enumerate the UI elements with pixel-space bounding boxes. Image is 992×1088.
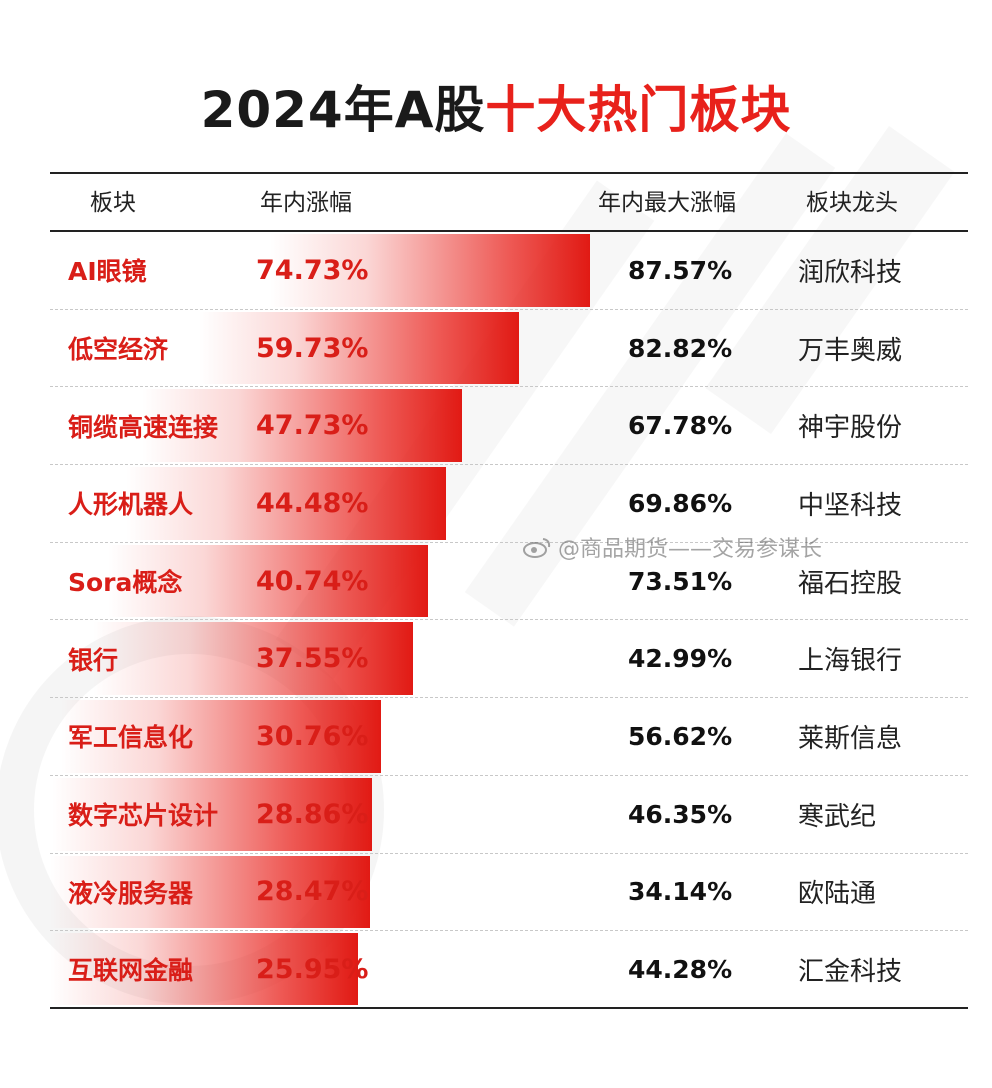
leader-stock: 上海银行 <box>798 646 903 677</box>
leader-stock: 神宇股份 <box>798 413 903 444</box>
ytd-gain-value: 74.73% <box>256 254 369 286</box>
ytd-gain-bar <box>50 855 370 929</box>
sector-name: 银行 <box>68 645 119 675</box>
ytd-gain-value: 28.47% <box>256 876 369 908</box>
max-gain-value: 67.78% <box>628 411 733 441</box>
header-leader: 板块龙头 <box>806 190 898 216</box>
table-row: AI眼镜 74.73% 87.57% 润欣科技 <box>50 232 968 310</box>
sector-name: 低空经济 <box>68 335 169 365</box>
ytd-gain-bar <box>270 234 590 307</box>
max-gain-value: 73.51% <box>628 566 733 596</box>
leader-stock: 欧陆通 <box>798 879 877 910</box>
weibo-icon <box>523 538 551 558</box>
ytd-gain-bar <box>93 622 414 696</box>
max-gain-value: 46.35% <box>628 799 733 829</box>
title-prefix: 2024年A股 <box>200 81 486 139</box>
max-gain-value: 87.57% <box>628 255 733 285</box>
weibo-watermark: @商品期货——交易参谋长 <box>522 531 822 563</box>
ytd-gain-value: 44.48% <box>256 487 369 519</box>
sector-name: 铜缆高速连接 <box>68 412 219 442</box>
ytd-gain-value: 40.74% <box>256 565 369 597</box>
sector-name: 军工信息化 <box>68 723 194 753</box>
ytd-gain-value: 30.76% <box>256 720 369 752</box>
ytd-gain-bar <box>51 777 372 851</box>
leader-stock: 万丰奥威 <box>798 335 903 366</box>
sector-table: 板块 年内涨幅 年内最大涨幅 板块龙头 AI眼镜 74.73% 87.57% 润欣科技… <box>50 172 968 1009</box>
sector-name: 数字芯片设计 <box>68 801 219 831</box>
ytd-gain-bar <box>126 467 447 540</box>
max-gain-value: 44.28% <box>628 954 733 984</box>
ytd-gain-bar <box>60 700 381 773</box>
page-title: 2024年A股十大热门板块 <box>0 70 992 142</box>
leader-stock: 中坚科技 <box>798 490 903 521</box>
ytd-gain-value: 59.73% <box>256 332 369 364</box>
table-row: 银行 37.55% 42.99% 上海银行 <box>50 620 968 699</box>
max-gain-value: 34.14% <box>628 877 733 907</box>
table-header: 板块 年内涨幅 年内最大涨幅 板块龙头 <box>50 172 968 232</box>
table-row: 数字芯片设计 28.86% 46.35% 寒武纪 <box>50 776 968 854</box>
leader-stock: 汇金科技 <box>798 956 903 987</box>
table-row: 人形机器人 44.48% 69.86% 中坚科技 <box>50 465 968 543</box>
ytd-gain-bar <box>50 933 358 1005</box>
ytd-gain-value: 37.55% <box>256 643 369 675</box>
watermark-text: @商品期货——交易参谋长 <box>558 537 823 562</box>
max-gain-value: 69.86% <box>628 488 733 518</box>
leader-stock: 寒武纪 <box>798 801 877 832</box>
table-row: 军工信息化 30.76% 56.62% 莱斯信息 <box>50 698 968 776</box>
header-sector: 板块 <box>90 190 136 216</box>
header-ytd-gain: 年内涨幅 <box>260 190 352 216</box>
header-max-gain: 年内最大涨幅 <box>598 190 736 216</box>
ytd-gain-value: 28.86% <box>256 798 369 830</box>
sector-name: 人形机器人 <box>68 490 194 520</box>
sector-name: AI眼镜 <box>68 257 147 287</box>
max-gain-value: 42.99% <box>628 644 733 674</box>
sector-name: Sora概念 <box>68 568 183 598</box>
sector-name: 互联网金融 <box>68 956 194 986</box>
sector-name: 液冷服务器 <box>68 878 194 908</box>
max-gain-value: 82.82% <box>628 333 733 363</box>
leader-stock: 莱斯信息 <box>798 723 903 754</box>
table-row: 铜缆高速连接 47.73% 67.78% 神宇股份 <box>50 387 968 466</box>
ytd-gain-value: 47.73% <box>256 410 369 442</box>
table-row: Sora概念 40.74% 73.51% 福石控股 <box>50 543 968 621</box>
ytd-gain-bar <box>108 544 429 618</box>
ytd-gain-bar <box>198 311 519 385</box>
title-highlight: 十大热门板块 <box>485 81 792 139</box>
table-body: AI眼镜 74.73% 87.57% 润欣科技低空经济 59.73% 82.82% 万丰奥威… <box>50 232 968 1009</box>
leader-stock: 润欣科技 <box>798 257 903 288</box>
ytd-gain-bar <box>141 389 462 463</box>
table-row: 互联网金融 25.95% 44.28% 汇金科技 <box>50 931 968 1009</box>
ytd-gain-value: 25.95% <box>256 953 369 985</box>
max-gain-value: 56.62% <box>628 721 733 751</box>
table-row: 液冷服务器 28.47% 34.14% 欧陆通 <box>50 854 968 932</box>
leader-stock: 福石控股 <box>798 568 903 599</box>
table-row: 低空经济 59.73% 82.82% 万丰奥威 <box>50 310 968 388</box>
